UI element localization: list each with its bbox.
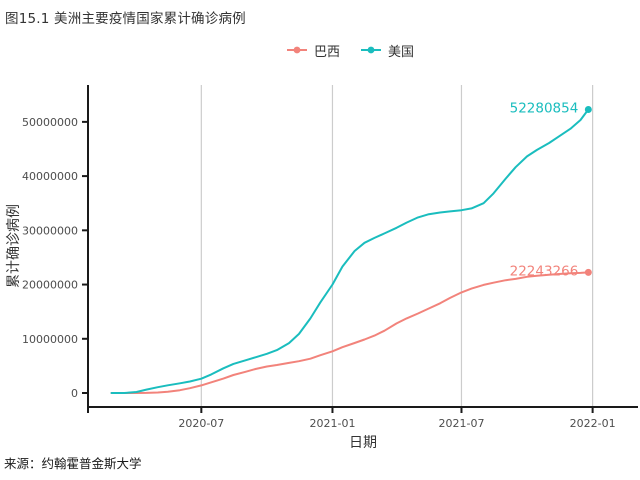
legend-item-usa: 美国 [360,41,414,60]
x-axis-title: 日期 [349,435,377,451]
y-tick-label: 10000000 [22,333,78,346]
legend-key-icon-usa [361,46,381,54]
legend-label-brazil: 巴西 [313,44,340,60]
x-tick-label: 2021-01 [309,417,355,430]
x-tick-label: 2020-07 [178,417,224,430]
x-tick-label: 2021-07 [438,417,484,430]
y-tick-label: 20000000 [22,279,78,292]
end-value-label-usa: 52280854 [510,101,579,117]
legend-item-brazil: 巴西 [286,41,340,60]
figure-title: 图15.1 美洲主要疫情国家累计确诊病例 [5,11,246,27]
y-axis-title: 累计确诊病例 [6,204,22,288]
y-tick-label: 30000000 [22,224,78,237]
source-note: 来源：约翰霍普金斯大学 [4,456,142,471]
series-endpoint-usa [584,106,592,114]
series-endpoint-brazil [584,268,592,276]
x-tick-label: 2022-01 [570,417,616,430]
y-tick-label: 40000000 [22,170,78,183]
end-value-label-brazil: 22243266 [510,263,579,279]
legend-key-icon-brazil [286,46,307,54]
legend-label-usa: 美国 [388,44,415,60]
y-tick-label: 50000000 [22,116,78,129]
y-tick-label: 0 [71,387,78,400]
series-line-brazil [110,271,590,394]
series-line-usa [110,108,590,394]
legend: 巴西 美国 [60,40,640,60]
